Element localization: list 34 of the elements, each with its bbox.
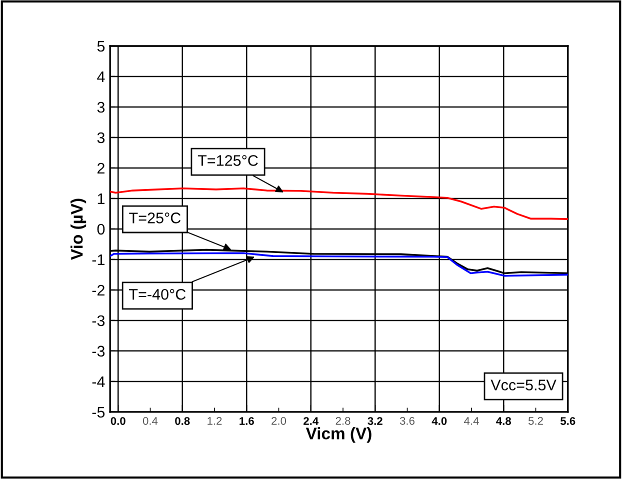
x-tick-label: 5.2 (528, 416, 543, 425)
x-tick-label: 2.4 (304, 417, 319, 425)
y-tick-label: -4 (92, 376, 105, 387)
x-tick-label: 5.6 (560, 417, 576, 425)
x-tick-label: 2.8 (336, 416, 350, 425)
y-tick-label: 4 (97, 71, 105, 82)
y-tick-label: -2 (92, 284, 104, 296)
y-tick-label: -3 (92, 315, 105, 326)
x-tick-label: 4.4 (464, 417, 479, 425)
x-tick-label: 4.8 (496, 417, 512, 425)
x-tick-label: 4.0 (432, 417, 447, 425)
y-tick-label: 0 (97, 224, 105, 235)
y-tick-label: -3 (92, 346, 105, 357)
y-tick-label: 5 (97, 41, 105, 52)
y-tick-label: 2 (98, 162, 104, 174)
y-tick-label: 3 (97, 102, 105, 113)
y-tick-label: -5 (92, 406, 105, 418)
annotation: T=125°C (198, 155, 258, 166)
x-tick-label: 0.4 (142, 416, 158, 425)
x-tick-label: 0.0 (110, 417, 126, 425)
x-axis-title: Vicm (V) (306, 427, 372, 443)
y-tick-label: 3 (97, 132, 105, 144)
annotation: T=25°C (129, 212, 181, 224)
x-tick-label: 1.6 (240, 417, 254, 425)
annotation: Vcc=5.5V (490, 380, 556, 390)
x-tick-label: 3.2 (368, 417, 382, 425)
x-tick-label: 1.2 (208, 416, 222, 425)
y-tick-label: -1 (92, 254, 104, 265)
y-axis-title: Vio (µV) (70, 198, 86, 260)
x-tick-label: 0.8 (175, 417, 190, 425)
x-tick-label: 2.0 (272, 416, 286, 425)
x-tick-label: 3.6 (400, 416, 414, 425)
annotation: T=-40°C (129, 288, 186, 300)
y-tick-label: 1 (98, 194, 104, 204)
